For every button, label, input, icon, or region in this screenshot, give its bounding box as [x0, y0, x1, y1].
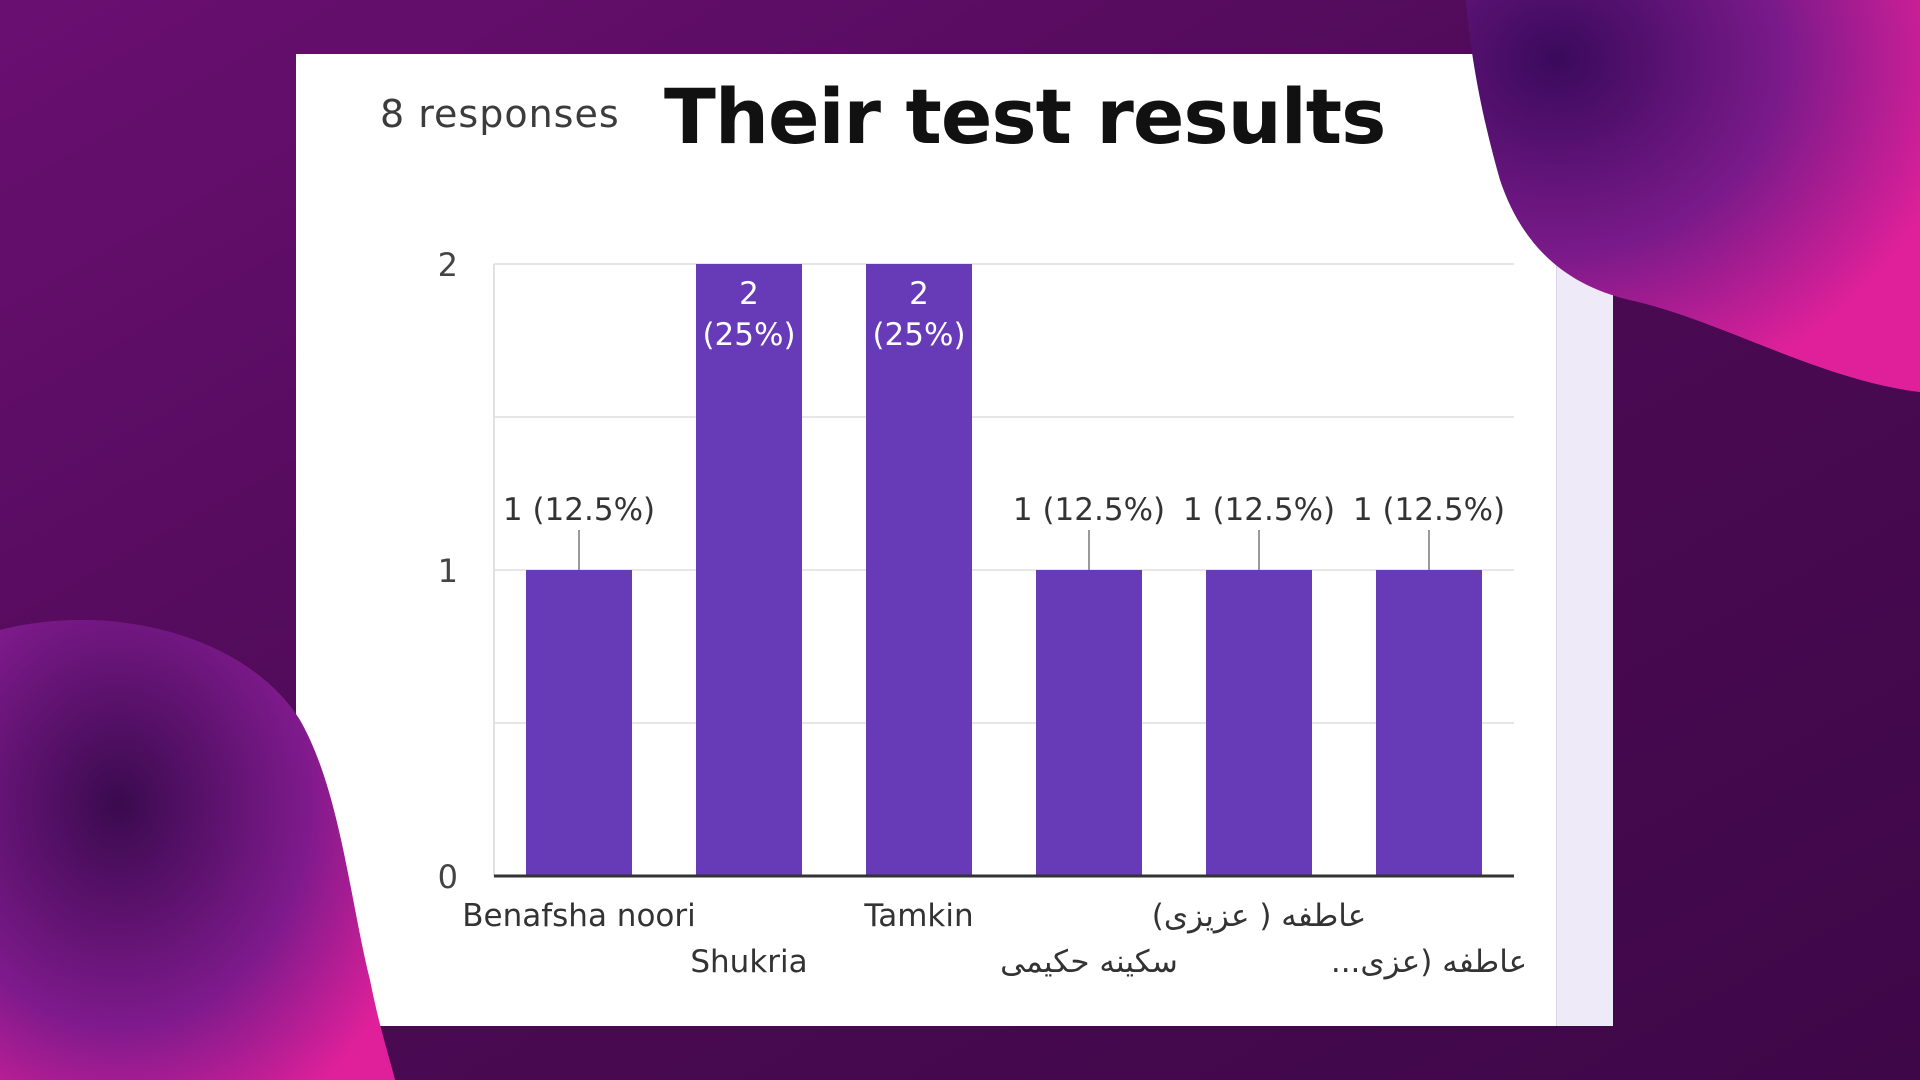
x-category-label: Benafsha noori — [462, 898, 695, 934]
data-label: 1 (12.5%) — [503, 492, 655, 528]
y-tick-label: 0 — [438, 858, 458, 896]
data-label: 2 — [739, 276, 759, 312]
data-label: 2 — [909, 276, 929, 312]
bar-4 — [1036, 570, 1142, 876]
data-label: 1 (12.5%) — [1183, 492, 1335, 528]
y-tick-label: 1 — [438, 552, 458, 590]
y-tick-label: 2 — [438, 246, 458, 284]
data-label: 1 (12.5%) — [1353, 492, 1505, 528]
x-category-label: Tamkin — [863, 898, 973, 934]
bar-3 — [866, 264, 972, 876]
x-category-label: ...عاطفه (عزی — [1331, 944, 1527, 980]
bar-5 — [1206, 570, 1312, 876]
x-category-label: عاطفه ( عزیزی) — [1152, 898, 1366, 934]
data-label: (25%) — [872, 317, 965, 353]
responses-count: 8 responses — [380, 92, 620, 136]
x-category-label: Shukria — [690, 944, 807, 980]
data-label: 1 (12.5%) — [1013, 492, 1165, 528]
bar-6 — [1376, 570, 1482, 876]
data-label: (25%) — [702, 317, 795, 353]
chart-title: Their test results — [664, 72, 1386, 161]
bar-2 — [696, 264, 802, 876]
bar-1 — [526, 570, 632, 876]
x-category-label: سکینه حکیمی — [1000, 944, 1178, 980]
